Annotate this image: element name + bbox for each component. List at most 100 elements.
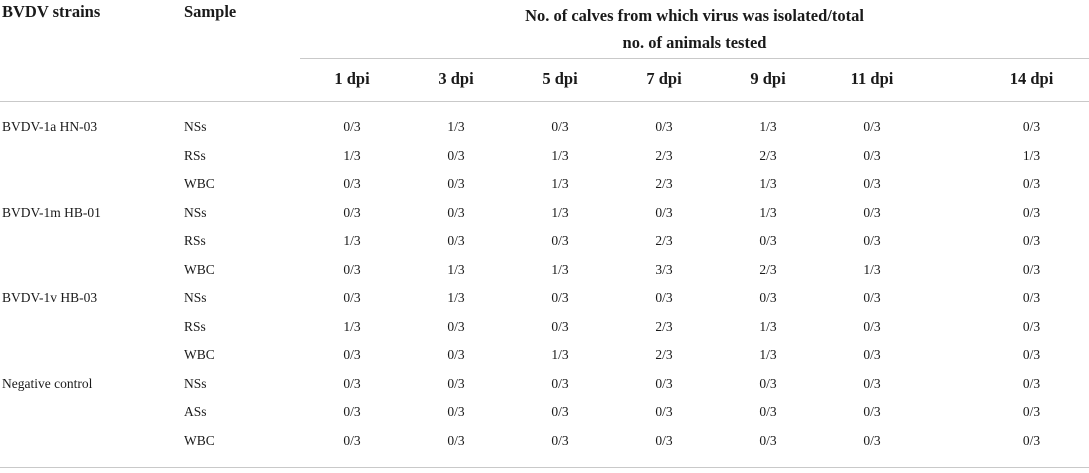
value-cell: 0/3 — [551, 233, 569, 249]
strain-cell — [0, 256, 178, 285]
value-cell: 0/3 — [1022, 318, 1041, 334]
value-cell: 0/3 — [447, 233, 465, 249]
table-header: BVDV strains Sample No. of calves from w… — [0, 0, 1089, 102]
value-cell: 0/3 — [863, 375, 881, 391]
table-row: BVDV-1m HB-01 NSs 0/3 0/3 1/3 0/3 1/3 0/3 0/3 — [0, 199, 1089, 228]
value-cell: 0/3 — [343, 404, 361, 420]
header-day: 7 dpi — [612, 58, 716, 102]
header-day: 1 dpi — [300, 58, 404, 102]
table-body: BVDV-1a HN-03 NSs 0/3 1/3 0/3 0/3 1/3 0/3 0/3 RSs… — [0, 102, 1089, 468]
value-cell: 0/3 — [863, 432, 881, 448]
value-cell: 0/3 — [1022, 404, 1041, 420]
value-cell: 1/3 — [447, 261, 465, 277]
value-cell: 0/3 — [863, 204, 881, 220]
header-day: 14 dpi — [924, 58, 1089, 102]
value-cell: 0/3 — [343, 432, 361, 448]
table-row: WBC 0/3 0/3 1/3 2/3 1/3 0/3 0/3 — [0, 170, 1089, 199]
value-cell: 0/3 — [655, 119, 673, 135]
strain-cell — [0, 142, 178, 171]
value-cell: 0/3 — [1022, 176, 1041, 192]
sample-cell: WBC — [184, 432, 215, 448]
value-cell: 0/3 — [759, 432, 777, 448]
value-cell: 0/3 — [1022, 432, 1041, 448]
strain-cell: BVDV-1m HB-01 — [2, 204, 101, 220]
value-cell: 0/3 — [863, 318, 881, 334]
table-row: Negative control NSs 0/3 0/3 0/3 0/3 0/3 0/3 0/3 — [0, 370, 1089, 399]
strain-cell — [0, 170, 178, 199]
value-cell: 0/3 — [551, 375, 569, 391]
sample-cell: WBC — [184, 347, 215, 363]
value-cell: 0/3 — [863, 404, 881, 420]
value-cell: 0/3 — [655, 204, 673, 220]
value-cell: 2/3 — [655, 147, 673, 163]
value-cell: 0/3 — [551, 290, 569, 306]
value-cell: 0/3 — [863, 147, 881, 163]
value-cell: 0/3 — [343, 261, 361, 277]
value-cell: 1/3 — [551, 347, 569, 363]
strain-cell — [0, 227, 178, 256]
value-cell: 0/3 — [759, 233, 777, 249]
strain-cell: Negative control — [2, 375, 93, 391]
value-cell: 2/3 — [655, 318, 673, 334]
value-cell: 1/3 — [551, 261, 569, 277]
table-row: WBC 0/3 0/3 0/3 0/3 0/3 0/3 0/3 — [0, 427, 1089, 456]
value-cell: 1/3 — [863, 261, 881, 277]
value-cell: 0/3 — [447, 347, 465, 363]
value-cell: 1/3 — [759, 204, 777, 220]
table-row: RSs 1/3 0/3 1/3 2/3 2/3 0/3 1/3 — [0, 142, 1089, 171]
value-cell: 1/3 — [343, 233, 361, 249]
value-cell: 2/3 — [655, 233, 673, 249]
table-row: RSs 1/3 0/3 0/3 2/3 0/3 0/3 0/3 — [0, 227, 1089, 256]
value-cell: 0/3 — [1022, 261, 1041, 277]
value-cell: 2/3 — [655, 347, 673, 363]
value-cell: 0/3 — [1022, 290, 1041, 306]
value-cell: 1/3 — [447, 290, 465, 306]
spacer — [0, 102, 1089, 114]
value-cell: 0/3 — [655, 375, 673, 391]
value-cell: 0/3 — [655, 290, 673, 306]
value-cell: 1/3 — [759, 119, 777, 135]
value-cell: 0/3 — [551, 119, 569, 135]
value-cell: 1/3 — [1022, 147, 1041, 163]
value-cell: 0/3 — [1022, 204, 1041, 220]
value-cell: 1/3 — [343, 147, 361, 163]
table-row: RSs 1/3 0/3 0/3 2/3 1/3 0/3 0/3 — [0, 313, 1089, 342]
value-cell: 0/3 — [759, 375, 777, 391]
header-day: 5 dpi — [508, 58, 612, 102]
value-cell: 0/3 — [343, 176, 361, 192]
strain-cell — [0, 341, 178, 370]
table-row: BVDV-1a HN-03 NSs 0/3 1/3 0/3 0/3 1/3 0/3 0/3 — [0, 113, 1089, 142]
value-cell: 0/3 — [759, 404, 777, 420]
value-cell: 2/3 — [759, 147, 777, 163]
value-cell: 0/3 — [655, 432, 673, 448]
table-bottom-rule — [0, 455, 1089, 468]
strain-cell — [0, 313, 178, 342]
value-cell: 0/3 — [447, 432, 465, 448]
sample-cell: NSs — [184, 119, 207, 135]
value-cell: 0/3 — [343, 204, 361, 220]
value-cell: 2/3 — [655, 176, 673, 192]
value-cell: 1/3 — [759, 176, 777, 192]
strain-cell — [0, 398, 178, 427]
value-cell: 1/3 — [759, 347, 777, 363]
sample-cell: RSs — [184, 233, 206, 249]
strain-cell — [0, 427, 178, 456]
value-cell: 0/3 — [863, 290, 881, 306]
header-group-line1: No. of calves from which virus was isola… — [525, 6, 864, 25]
value-cell: 0/3 — [863, 347, 881, 363]
value-cell: 0/3 — [447, 147, 465, 163]
value-cell: 0/3 — [447, 204, 465, 220]
sample-cell: NSs — [184, 375, 207, 391]
value-cell: 0/3 — [551, 432, 569, 448]
value-cell: 0/3 — [863, 176, 881, 192]
sample-cell: RSs — [184, 318, 206, 334]
value-cell: 0/3 — [551, 318, 569, 334]
header-day: 9 dpi — [716, 58, 820, 102]
sample-cell: WBC — [184, 176, 215, 192]
header-sample: Sample — [178, 0, 300, 102]
value-cell: 3/3 — [655, 261, 673, 277]
value-cell: 0/3 — [863, 119, 881, 135]
value-cell: 2/3 — [759, 261, 777, 277]
value-cell: 0/3 — [1022, 347, 1041, 363]
